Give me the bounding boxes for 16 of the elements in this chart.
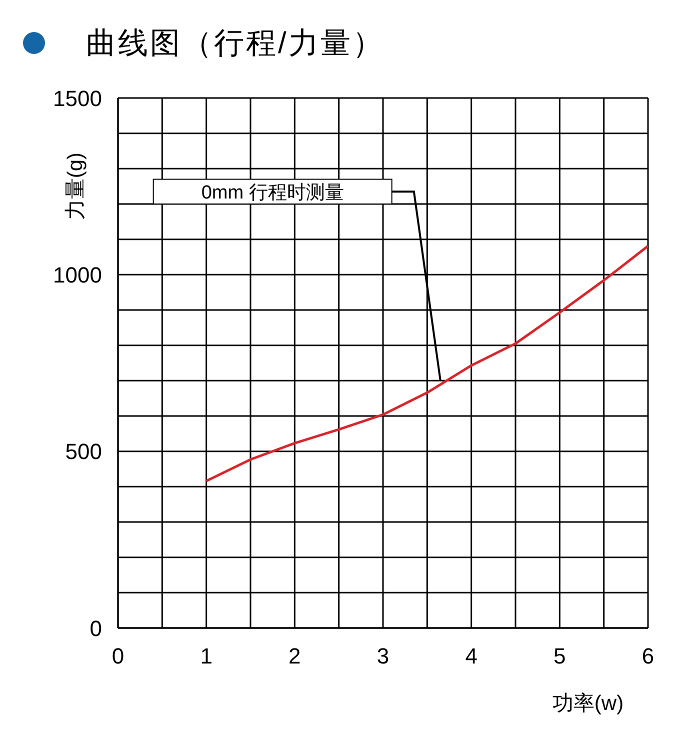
x-tick-label: 0: [112, 644, 124, 669]
x-tick-label: 6: [642, 644, 654, 669]
x-tick-label: 5: [554, 644, 566, 669]
x-tick-label: 2: [288, 644, 301, 669]
x-tick-label: 3: [376, 644, 390, 669]
y-axis-title: 力量(g): [64, 152, 87, 220]
x-tick-label: 1: [200, 644, 212, 669]
y-tick-label: 1000: [53, 262, 102, 288]
line-series: [205, 244, 648, 482]
annotation: 0mm 行程时测量: [201, 182, 344, 204]
chart-title: 曲线图（行程/力量）: [86, 26, 384, 62]
y-tick-label: 0: [90, 616, 102, 641]
x-tick-label: 4: [465, 644, 478, 669]
x-axis-title: 功率(w): [552, 692, 624, 715]
y-tick-label: 500: [65, 439, 102, 464]
y-tick-label: 1500: [53, 86, 102, 111]
